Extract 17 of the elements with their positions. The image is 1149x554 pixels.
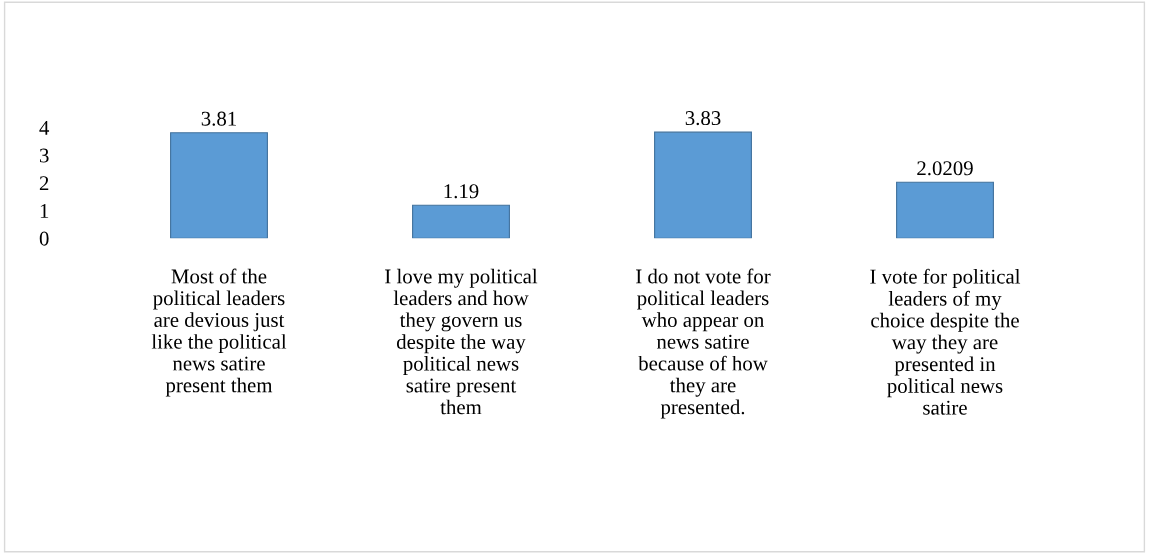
data-label: 3.81 [201,111,236,126]
y-tick-label: 4 [39,120,50,135]
y-tick-label: 2 [39,176,49,191]
y-tick-label: 1 [40,203,49,218]
bar [412,204,510,239]
x-tick-label: I do not vote for political leaders who appear on news satire because of how they are presented. [636,268,771,419]
bar [170,132,268,239]
data-label: 2.0209 [917,161,973,176]
bar [654,131,752,239]
x-tick-label: I vote for political leaders of my choice despite the way they are presented in political news satire [870,268,1021,415]
x-tick-label: Most of the political leaders are devious just like the political news satire present them [151,268,287,397]
bar [896,181,994,239]
y-tick-label: 3 [39,148,49,163]
data-label: 3.83 [685,111,721,126]
data-label: 1.19 [444,184,479,199]
x-tick-label: I love my political leaders and how they govern us despite the way political news satire present them [385,268,538,415]
y-tick-label: 0 [39,231,49,246]
